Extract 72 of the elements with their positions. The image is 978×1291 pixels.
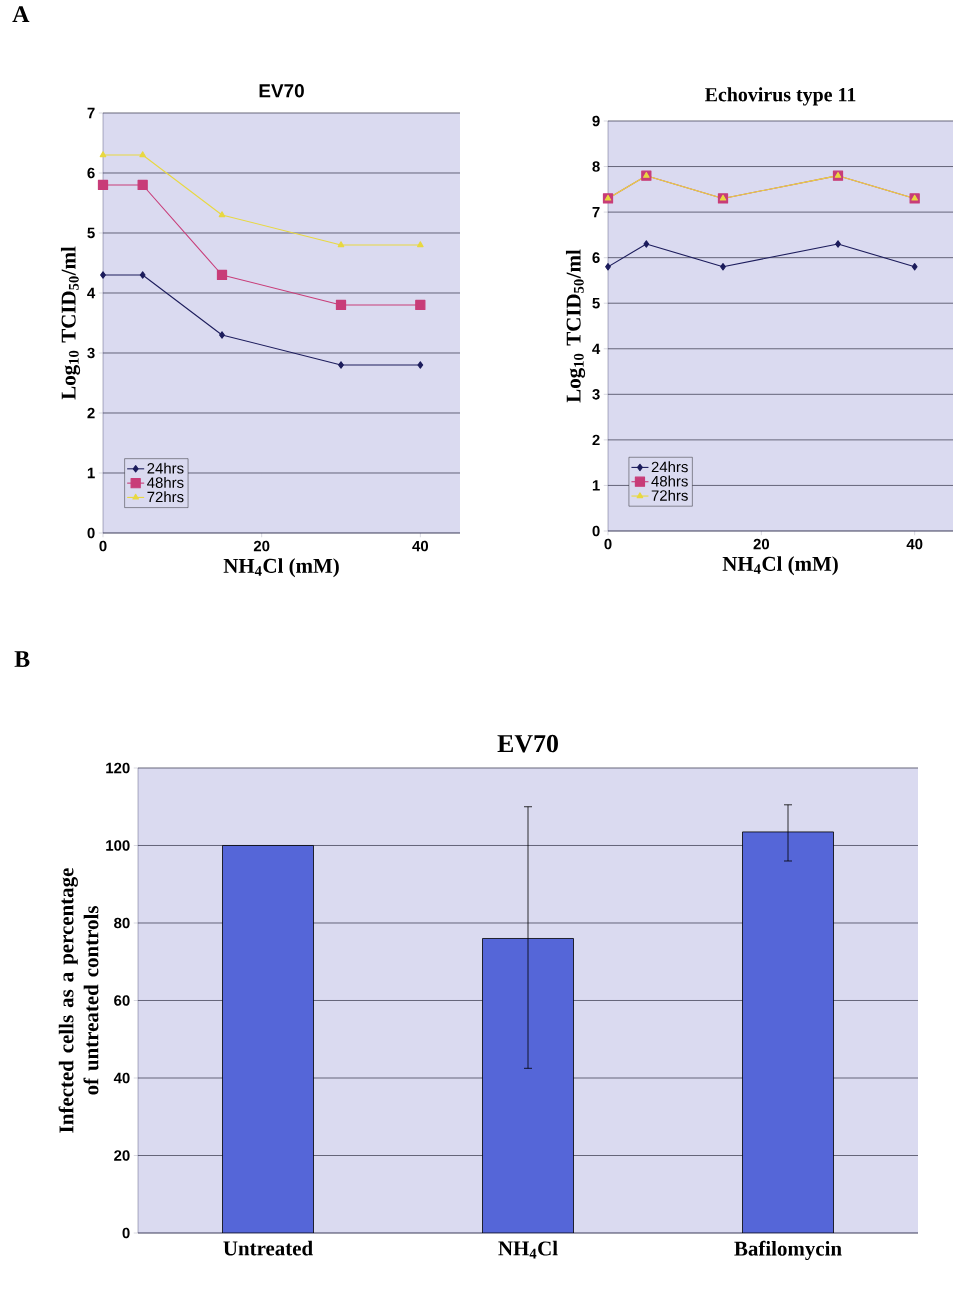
y-tick-label: 7 xyxy=(87,107,95,119)
point xyxy=(835,240,841,248)
x-tick-label: 20 xyxy=(753,538,770,550)
x-tick-label: 40 xyxy=(412,540,429,552)
y-tick-label: 1 xyxy=(87,467,95,479)
point xyxy=(643,240,650,248)
chart-title: EV70 xyxy=(497,734,558,753)
y-tick-label: 9 xyxy=(592,115,600,127)
x-tick-label: 0 xyxy=(604,538,612,550)
y-tick-label: 6 xyxy=(87,167,95,179)
chart-title: EV70 xyxy=(259,84,304,98)
y-tick-label: 5 xyxy=(592,298,600,309)
y-tick-label: 4 xyxy=(592,343,601,354)
point xyxy=(97,179,109,191)
y-axis-title: Log$_{10}$ TCID$_{50}$/ml xyxy=(565,249,586,403)
point xyxy=(139,271,146,279)
legend-label: 72hrs xyxy=(651,489,688,501)
point xyxy=(100,271,106,279)
x-tick-label: 40 xyxy=(906,538,923,550)
y-tick-label: 120 xyxy=(106,762,130,774)
text: B xyxy=(14,651,30,667)
point xyxy=(216,269,228,281)
y-tick-label: 5 xyxy=(87,227,95,239)
point xyxy=(415,299,426,311)
point xyxy=(720,263,726,271)
x-tick-label: NH$_{4}$Cl xyxy=(498,1240,558,1259)
y-tick-label: 100 xyxy=(106,840,130,851)
y-axis-title: Log$_{10}$ TCID$_{50}$/ml xyxy=(60,246,81,400)
point xyxy=(338,361,344,369)
y-tick-label: 3 xyxy=(87,347,95,359)
legend-label: 24hrs xyxy=(147,462,184,474)
y-tick-label: 60 xyxy=(114,995,130,1006)
point xyxy=(911,263,918,271)
point xyxy=(605,263,611,271)
point xyxy=(139,151,146,158)
text: A xyxy=(12,6,30,22)
y-tick-label: 4 xyxy=(87,287,96,299)
legend-label: 48hrs xyxy=(651,475,688,487)
point xyxy=(99,151,107,158)
y-tick-label: 40 xyxy=(113,1072,130,1084)
y-tick-label: 0 xyxy=(122,1227,130,1239)
legend-label: 48hrs xyxy=(147,476,184,488)
y-tick-label: 1 xyxy=(592,480,600,491)
point xyxy=(218,211,226,218)
x-tick-label: 20 xyxy=(253,540,270,552)
y-tick-label: 0 xyxy=(87,527,95,539)
x-tick-label: Untreated xyxy=(223,1240,313,1256)
x-axis-title: NH$_{4}$Cl (mM) xyxy=(722,556,838,576)
bar xyxy=(222,845,314,1233)
point xyxy=(137,179,148,191)
y-tick-label: 20 xyxy=(114,1150,130,1161)
point xyxy=(335,299,347,311)
y-tick-label: 6 xyxy=(592,252,600,263)
legend-label: 72hrs xyxy=(147,491,184,503)
bar xyxy=(742,831,834,1233)
x-tick-label: Bafilomycin xyxy=(734,1240,842,1261)
point xyxy=(219,331,225,339)
y-tick-label: 7 xyxy=(592,206,600,218)
bar xyxy=(482,938,574,1233)
y-tick-label: 2 xyxy=(87,407,95,419)
chart-title: Echovirus type 11 xyxy=(705,87,856,106)
point xyxy=(337,241,345,248)
point xyxy=(417,241,424,248)
y-tick-label: 80 xyxy=(114,917,130,929)
point xyxy=(417,361,424,369)
y-tick-label: 8 xyxy=(592,161,600,172)
y-axis-title: Infected cells as a percentage of untreated controls xyxy=(58,868,99,1133)
x-axis-title: NH$_{4}$Cl (mM) xyxy=(223,558,339,578)
y-tick-label: 0 xyxy=(592,525,600,537)
y-tick-label: 3 xyxy=(592,389,600,400)
legend-label: 24hrs xyxy=(651,461,688,473)
y-tick-label: 2 xyxy=(592,434,600,446)
